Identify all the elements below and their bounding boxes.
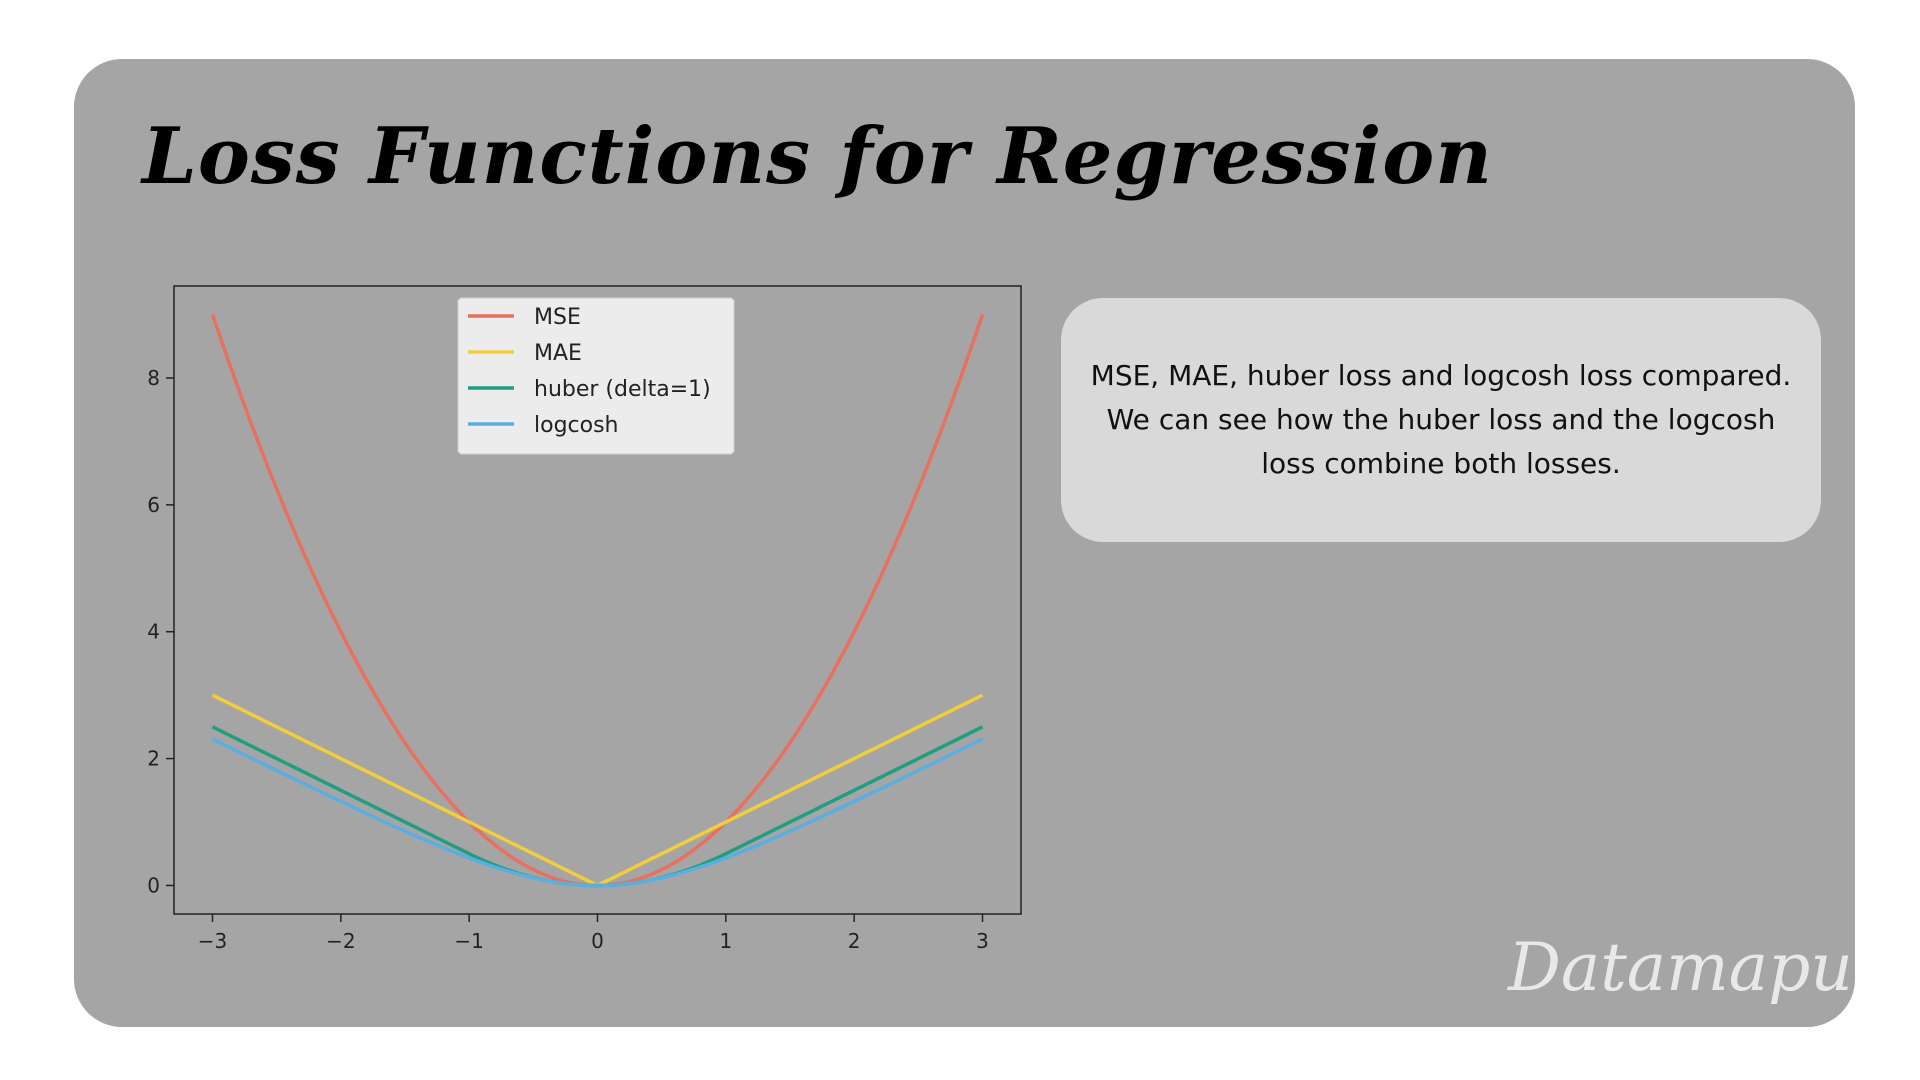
y-tick-label: 8 bbox=[147, 366, 160, 390]
chart-legend: MSE MAE huber (delta=1) logcosh bbox=[457, 297, 735, 455]
chart-svg: −3 −2 −1 0 1 2 3 0 2 4 6 8 MSE MAE huber (delta=1) lo… bbox=[147, 285, 1022, 953]
legend-label: MSE bbox=[534, 305, 581, 330]
x-tick-label: −3 bbox=[198, 929, 227, 953]
x-tick-label: −2 bbox=[326, 929, 355, 953]
y-tick-label: 4 bbox=[147, 620, 160, 644]
x-axis-ticks: −3 −2 −1 0 1 2 3 bbox=[198, 914, 989, 953]
x-tick-label: 1 bbox=[719, 929, 732, 953]
legend-label: huber (delta=1) bbox=[534, 377, 711, 402]
legend-label: MAE bbox=[534, 341, 582, 366]
loss-functions-chart: −3 −2 −1 0 1 2 3 0 2 4 6 8 MSE MAE huber (delta=1) lo… bbox=[120, 270, 1040, 970]
series-line-mae bbox=[211, 693, 984, 888]
slide-title: Loss Functions for Regression bbox=[142, 111, 1493, 202]
description-text: MSE, MAE, huber loss and logcosh loss co… bbox=[1090, 359, 1792, 480]
y-tick-label: 0 bbox=[147, 873, 160, 897]
legend-label: logcosh bbox=[534, 413, 619, 438]
y-tick-label: 6 bbox=[147, 493, 160, 517]
x-tick-label: 2 bbox=[848, 929, 861, 953]
watermark-logo: Datamapu bbox=[1508, 929, 1853, 1006]
x-tick-label: −1 bbox=[454, 929, 483, 953]
description-box: MSE, MAE, huber loss and logcosh loss co… bbox=[1061, 298, 1821, 542]
y-axis-ticks: 0 2 4 6 8 bbox=[147, 366, 174, 897]
x-tick-label: 3 bbox=[976, 929, 989, 953]
x-tick-label: 0 bbox=[591, 929, 604, 953]
series-lines bbox=[210, 313, 985, 888]
series-line-logcosh bbox=[211, 737, 984, 888]
legend-box bbox=[457, 297, 735, 455]
slide-card bbox=[74, 59, 1855, 1027]
y-tick-label: 2 bbox=[147, 747, 160, 771]
